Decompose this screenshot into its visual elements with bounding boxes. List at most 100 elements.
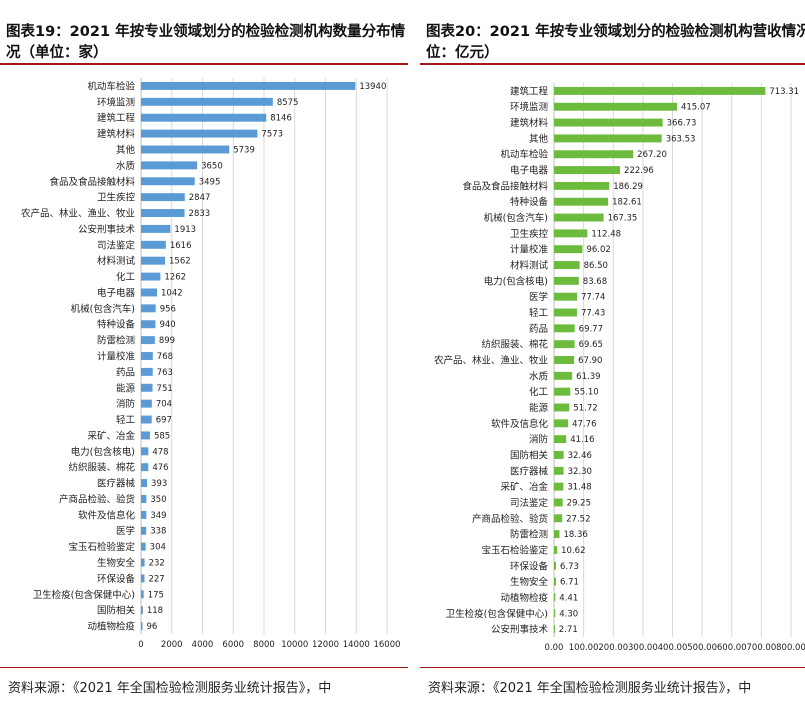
right-bar bbox=[554, 245, 583, 254]
left-bar bbox=[141, 542, 146, 551]
left-bar bbox=[141, 256, 166, 265]
left-x-tick-label: 4000 bbox=[192, 640, 214, 650]
left-value-label: 227 bbox=[148, 574, 164, 584]
right-chart-title: 图表20：2021 年按专业领域划分的检验检测机构营收情况（单位：亿元） bbox=[426, 24, 805, 61]
left-bar bbox=[141, 161, 198, 170]
right-value-label: 77.74 bbox=[581, 293, 605, 303]
left-category-label: 软件及信息化 bbox=[78, 509, 136, 521]
left-x-tick-label: 6000 bbox=[222, 640, 244, 650]
left-bar bbox=[141, 81, 356, 90]
left-source-note: 资料来源：《2021 年全国检验检测服务业统计报告》，中 bbox=[8, 681, 332, 696]
right-bar bbox=[554, 371, 573, 380]
left-value-label: 751 bbox=[157, 384, 173, 394]
left-value-label: 1616 bbox=[170, 241, 192, 251]
left-value-label: 956 bbox=[160, 304, 176, 314]
right-value-label: 4.30 bbox=[559, 609, 578, 619]
right-chart-panel: 图表20：2021 年按专业领域划分的检验检测机构营收情况（单位：亿元） 0.0… bbox=[420, 0, 805, 701]
right-bar bbox=[554, 324, 575, 333]
left-category-label: 医学 bbox=[116, 525, 135, 537]
right-value-label: 186.29 bbox=[613, 182, 643, 192]
left-value-label: 8575 bbox=[277, 98, 299, 108]
left-bar bbox=[141, 129, 258, 138]
left-value-label: 175 bbox=[148, 590, 164, 600]
left-category-label: 国防相关 bbox=[97, 605, 136, 617]
right-category-label: 防雷检测 bbox=[510, 529, 548, 541]
left-value-label: 1262 bbox=[164, 273, 186, 283]
right-bar bbox=[554, 403, 570, 412]
left-bar bbox=[141, 526, 147, 535]
right-value-label: 86.50 bbox=[584, 261, 608, 271]
right-bar bbox=[554, 292, 578, 301]
left-category-label: 机械(包含汽车) bbox=[71, 303, 135, 315]
right-category-label: 生物安全 bbox=[510, 576, 549, 588]
right-bar bbox=[554, 340, 575, 349]
right-category-label: 电力(包含核电) bbox=[484, 275, 548, 287]
left-bar bbox=[141, 209, 185, 217]
left-value-label: 13940 bbox=[359, 82, 386, 92]
right-value-label: 29.25 bbox=[567, 498, 591, 508]
right-bar bbox=[554, 466, 564, 475]
right-bar bbox=[554, 166, 621, 175]
right-category-label: 动植物检疫 bbox=[500, 592, 548, 604]
right-source-rule bbox=[420, 667, 805, 668]
left-bar bbox=[141, 447, 149, 456]
right-value-label: 41.16 bbox=[570, 435, 594, 445]
left-value-label: 478 bbox=[152, 447, 168, 457]
right-value-label: 6.71 bbox=[560, 578, 579, 588]
left-value-label: 8146 bbox=[270, 114, 292, 124]
left-bar bbox=[141, 272, 161, 281]
right-bar bbox=[554, 213, 604, 222]
right-value-label: 51.72 bbox=[573, 403, 597, 413]
right-category-label: 国防相关 bbox=[510, 449, 549, 461]
left-category-label: 卫生疾控 bbox=[97, 192, 136, 204]
left-bar bbox=[141, 383, 153, 392]
right-category-label: 电子电器 bbox=[510, 165, 549, 177]
left-x-tick-label: 12000 bbox=[312, 640, 339, 650]
right-category-label: 计量校准 bbox=[510, 244, 549, 256]
right-category-label: 特种设备 bbox=[510, 196, 549, 208]
left-x-tick-label: 0 bbox=[138, 640, 143, 650]
right-bar bbox=[554, 545, 558, 554]
right-bar bbox=[554, 86, 766, 95]
right-category-label: 建筑材料 bbox=[510, 117, 549, 129]
left-category-label: 产商品检验、验货 bbox=[59, 493, 135, 505]
right-bar bbox=[554, 451, 564, 459]
right-x-tick-label: 100.00 bbox=[569, 643, 599, 653]
right-category-label: 公安刑事技术 bbox=[491, 624, 549, 636]
left-value-label: 2833 bbox=[189, 209, 211, 219]
left-category-label: 水质 bbox=[116, 160, 136, 172]
left-category-label: 环境监测 bbox=[97, 96, 135, 108]
left-bar bbox=[141, 415, 152, 424]
right-category-label: 化工 bbox=[529, 386, 549, 398]
right-bar bbox=[554, 356, 575, 364]
left-bar bbox=[141, 320, 156, 329]
left-category-label: 特种设备 bbox=[97, 319, 136, 331]
left-category-label: 电子电器 bbox=[97, 287, 136, 299]
right-x-tick-label: 300.00 bbox=[628, 643, 658, 653]
right-category-label: 机械(包含汽车) bbox=[484, 212, 548, 224]
right-value-label: 31.48 bbox=[567, 483, 591, 493]
right-x-tick-label: 800.00 bbox=[776, 643, 805, 653]
left-value-label: 304 bbox=[150, 543, 166, 553]
right-value-label: 96.02 bbox=[586, 245, 610, 255]
right-bar bbox=[554, 134, 662, 143]
right-category-label: 软件及信息化 bbox=[491, 418, 549, 430]
right-value-label: 47.76 bbox=[572, 419, 596, 429]
right-category-label: 采矿、冶金 bbox=[500, 481, 548, 493]
right-value-label: 18.36 bbox=[563, 530, 587, 540]
left-bar-chart: 0 2000 4000 6000 8000 10000 12000 14000 16000 机动车… bbox=[21, 78, 401, 650]
left-bar bbox=[141, 463, 149, 472]
left-value-label: 96 bbox=[146, 622, 157, 632]
left-bar bbox=[141, 336, 155, 345]
left-value-label: 1913 bbox=[174, 225, 196, 235]
right-category-label: 能源 bbox=[529, 402, 549, 414]
left-value-label: 940 bbox=[159, 320, 175, 330]
right-value-label: 366.73 bbox=[667, 119, 697, 129]
right-category-label: 农产品、林业、渔业、牧业 bbox=[434, 355, 548, 367]
left-value-label: 768 bbox=[157, 352, 173, 362]
right-category-label: 司法鉴定 bbox=[510, 497, 549, 509]
right-value-label: 83.68 bbox=[583, 277, 607, 287]
right-bar bbox=[554, 498, 563, 507]
left-category-label: 农产品、林业、渔业、牧业 bbox=[21, 208, 135, 220]
right-value-label: 27.52 bbox=[566, 514, 590, 524]
